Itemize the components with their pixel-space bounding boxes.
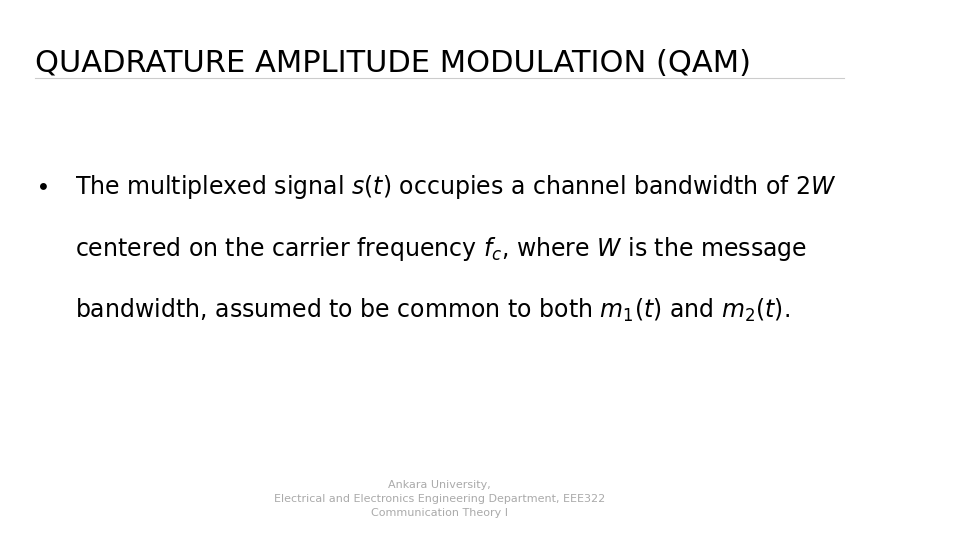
Text: QUADRATURE AMPLITUDE MODULATION (QAM): QUADRATURE AMPLITUDE MODULATION (QAM)	[36, 49, 751, 78]
Text: Ankara University,
Electrical and Electronics Engineering Department, EEE322
Com: Ankara University, Electrical and Electr…	[274, 481, 605, 518]
Text: centered on the carrier frequency $f_c$, where $W$ is the message: centered on the carrier frequency $f_c$,…	[75, 235, 806, 263]
Text: bandwidth, assumed to be common to both $m_1(t)$ and $m_2(t)$.: bandwidth, assumed to be common to both …	[75, 297, 790, 324]
Text: The multiplexed signal $s(t)$ occupies a channel bandwidth of $2W$: The multiplexed signal $s(t)$ occupies a…	[75, 173, 836, 201]
Text: $\bullet$: $\bullet$	[36, 173, 48, 197]
